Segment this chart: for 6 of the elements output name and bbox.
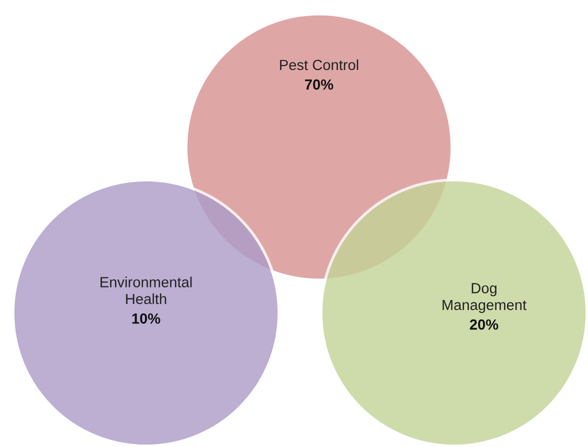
data-label: 10%	[132, 313, 160, 324]
category-label: Pest Control	[280, 59, 358, 70]
category-label: Dog Management	[442, 283, 526, 313]
data-label: 70%	[305, 79, 334, 90]
category-label: Environmental Health	[100, 276, 192, 304]
data-label: 20%	[470, 319, 498, 330]
